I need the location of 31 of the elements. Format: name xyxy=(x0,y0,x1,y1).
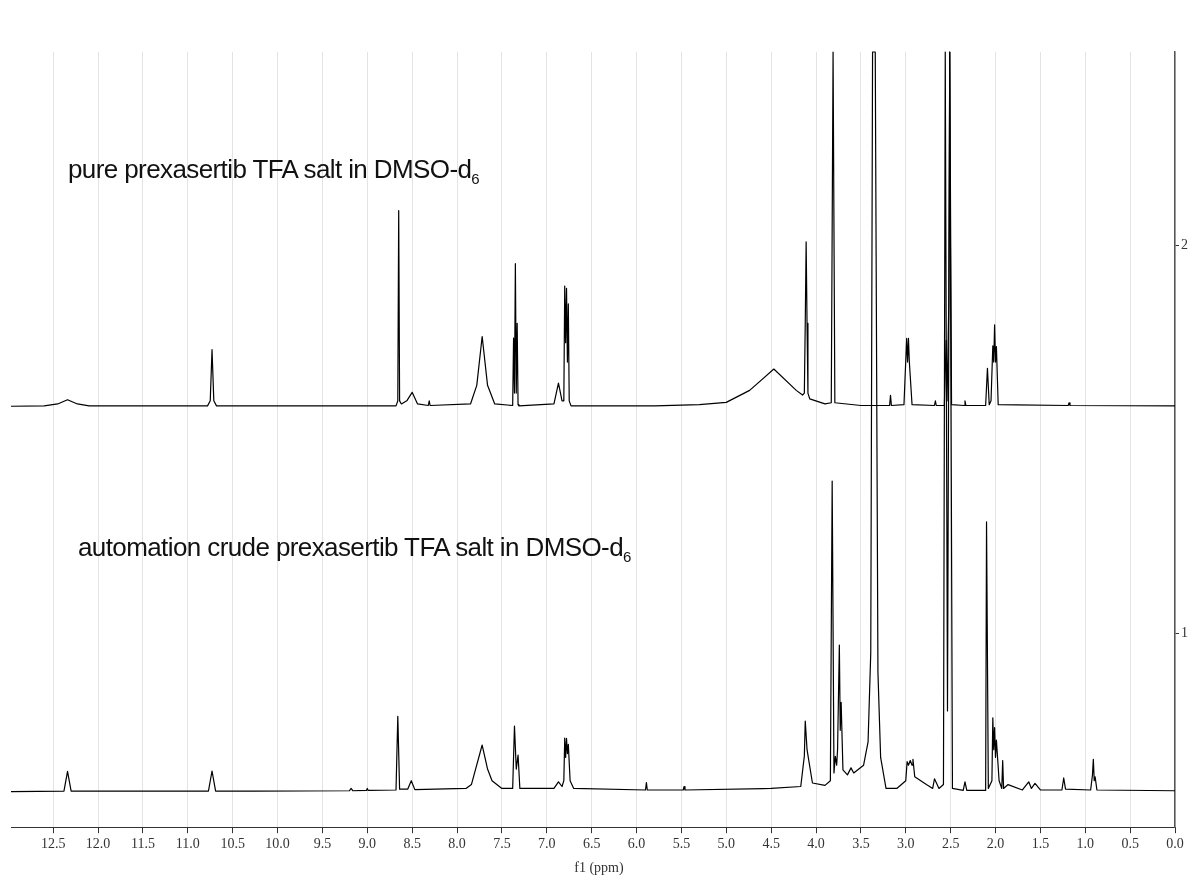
x-tick-label: 11.0 xyxy=(175,836,200,852)
x-tick-label: 10.0 xyxy=(265,836,290,852)
y-tick-label: 1 xyxy=(1181,625,1188,641)
x-tick-label: 12.5 xyxy=(40,836,66,852)
x-tick-label: 11.5 xyxy=(130,836,155,852)
x-tick-label: 2.5 xyxy=(941,836,960,852)
x-tick-label: 7.0 xyxy=(538,836,556,852)
x-tick-label: 0.0 xyxy=(1166,836,1184,852)
x-tick-label: 1.5 xyxy=(1031,836,1050,852)
x-tick-label: 9.5 xyxy=(313,836,332,852)
x-tick-label: 8.5 xyxy=(403,836,421,852)
x-tick-label: 10.5 xyxy=(220,836,245,852)
x-tick-label: 8.0 xyxy=(448,836,466,852)
annotation: automation crude prexasertib TFA salt in DMSO-d$_{6}$ xyxy=(78,531,631,565)
x-tick-label: 7.5 xyxy=(493,836,511,852)
x-tick-label: 5.5 xyxy=(672,836,691,852)
y-tick-label: 2 xyxy=(1181,237,1188,253)
x-tick-label: 9.0 xyxy=(358,836,377,852)
x-tick-label: 1.0 xyxy=(1076,836,1094,852)
x-tick-label: 3.0 xyxy=(897,836,915,852)
x-tick-label: 4.5 xyxy=(762,836,780,852)
x-axis-title: f1 (ppm) xyxy=(573,860,625,876)
x-tick-label: 4.0 xyxy=(807,836,825,852)
x-tick-label: 3.5 xyxy=(852,836,870,852)
annotation: pure prexasertib TFA salt in DMSO-d$_{6}$ xyxy=(68,154,480,188)
x-tick-label: 12.0 xyxy=(85,836,111,852)
x-tick-label: 6.0 xyxy=(627,836,646,852)
x-tick-label: 2.0 xyxy=(986,836,1005,852)
x-tick-label: 6.5 xyxy=(582,836,601,852)
x-tick-label: 5.0 xyxy=(717,836,736,852)
x-tick-label: 0.5 xyxy=(1121,836,1139,852)
